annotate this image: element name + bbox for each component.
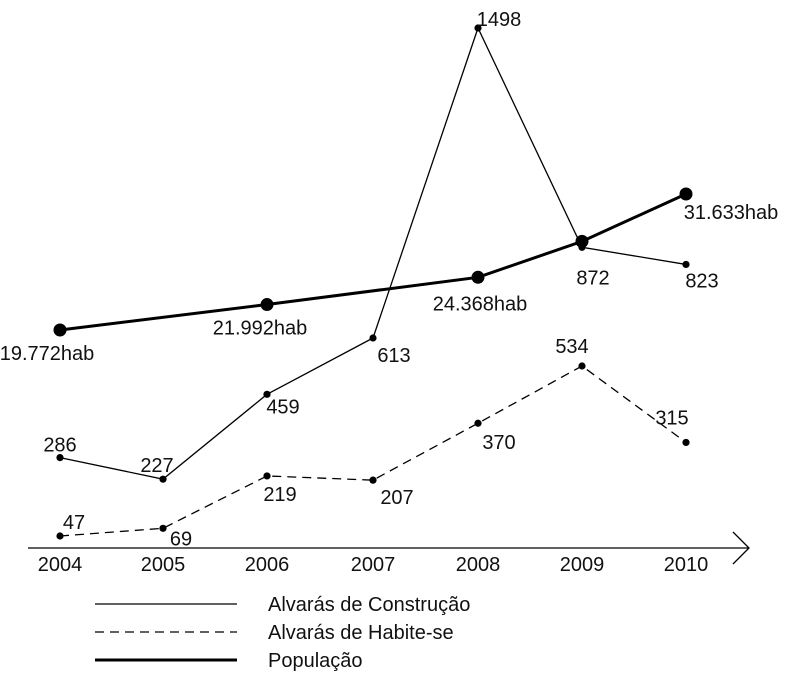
- data-point: [263, 472, 271, 480]
- data-point: [682, 260, 690, 269]
- data-point: [56, 532, 64, 540]
- data-label: 823: [685, 270, 718, 292]
- data-label: 47: [63, 512, 85, 534]
- data-point: [56, 454, 64, 462]
- data-point: [679, 187, 693, 201]
- data-label: 315: [655, 407, 688, 429]
- data-label: 21.992hab: [213, 318, 308, 340]
- data-label: 19.772hab: [0, 343, 94, 365]
- legend-label: Alvarás de Construção: [268, 594, 470, 616]
- data-point: [471, 270, 485, 284]
- series-line-alvaras-habite-se: [59, 365, 687, 537]
- data-point: [159, 475, 167, 483]
- data-point: [474, 24, 482, 32]
- x-tick-label: 2009: [560, 554, 605, 576]
- data-point: [578, 362, 586, 370]
- x-tick-label: 2010: [664, 554, 709, 576]
- data-point: [263, 390, 271, 398]
- data-point: [575, 234, 589, 248]
- data-label: 69: [170, 528, 192, 550]
- x-tick-label: 2005: [141, 554, 186, 576]
- series-line-alvaras-construcao: [59, 26, 687, 480]
- data-labels: 286 227 459 613 1498 872 823 47 69 219 207 370 534 31…: [0, 9, 778, 550]
- series-group: [53, 24, 693, 540]
- data-point: [474, 419, 482, 427]
- data-point: [369, 476, 377, 484]
- data-point: [682, 438, 690, 447]
- series-line-populacao: [59, 192, 687, 332]
- data-label: 227: [140, 455, 173, 477]
- data-point: [159, 524, 167, 532]
- data-label: 534: [555, 336, 588, 358]
- x-axis-arrowhead: [732, 531, 750, 565]
- data-point: [260, 298, 274, 312]
- data-label: 219: [263, 484, 296, 506]
- data-label: 286: [43, 435, 76, 457]
- data-label: 24.368hab: [433, 293, 528, 315]
- data-label: 459: [266, 396, 299, 418]
- data-label: 1498: [477, 9, 522, 31]
- data-label: 872: [576, 267, 609, 289]
- x-tick-label: 2006: [245, 554, 290, 576]
- data-point: [53, 323, 67, 337]
- x-tick-label: 2004: [38, 554, 83, 576]
- data-point: [369, 334, 377, 342]
- data-label: 370: [482, 432, 515, 454]
- x-axis: 2004 2005 2006 2007 2008 2009 2010: [28, 531, 750, 576]
- x-tick-label: 2007: [351, 554, 396, 576]
- data-label: 31.633hab: [684, 202, 779, 224]
- legend-label: População: [268, 650, 363, 672]
- legend: Alvarás de Construção Alvarás de Habite-s…: [95, 594, 470, 672]
- legend-label: Alvarás de Habite-se: [268, 622, 454, 644]
- data-label: 207: [380, 487, 413, 509]
- data-label: 613: [377, 345, 410, 367]
- x-tick-label: 2008: [456, 554, 501, 576]
